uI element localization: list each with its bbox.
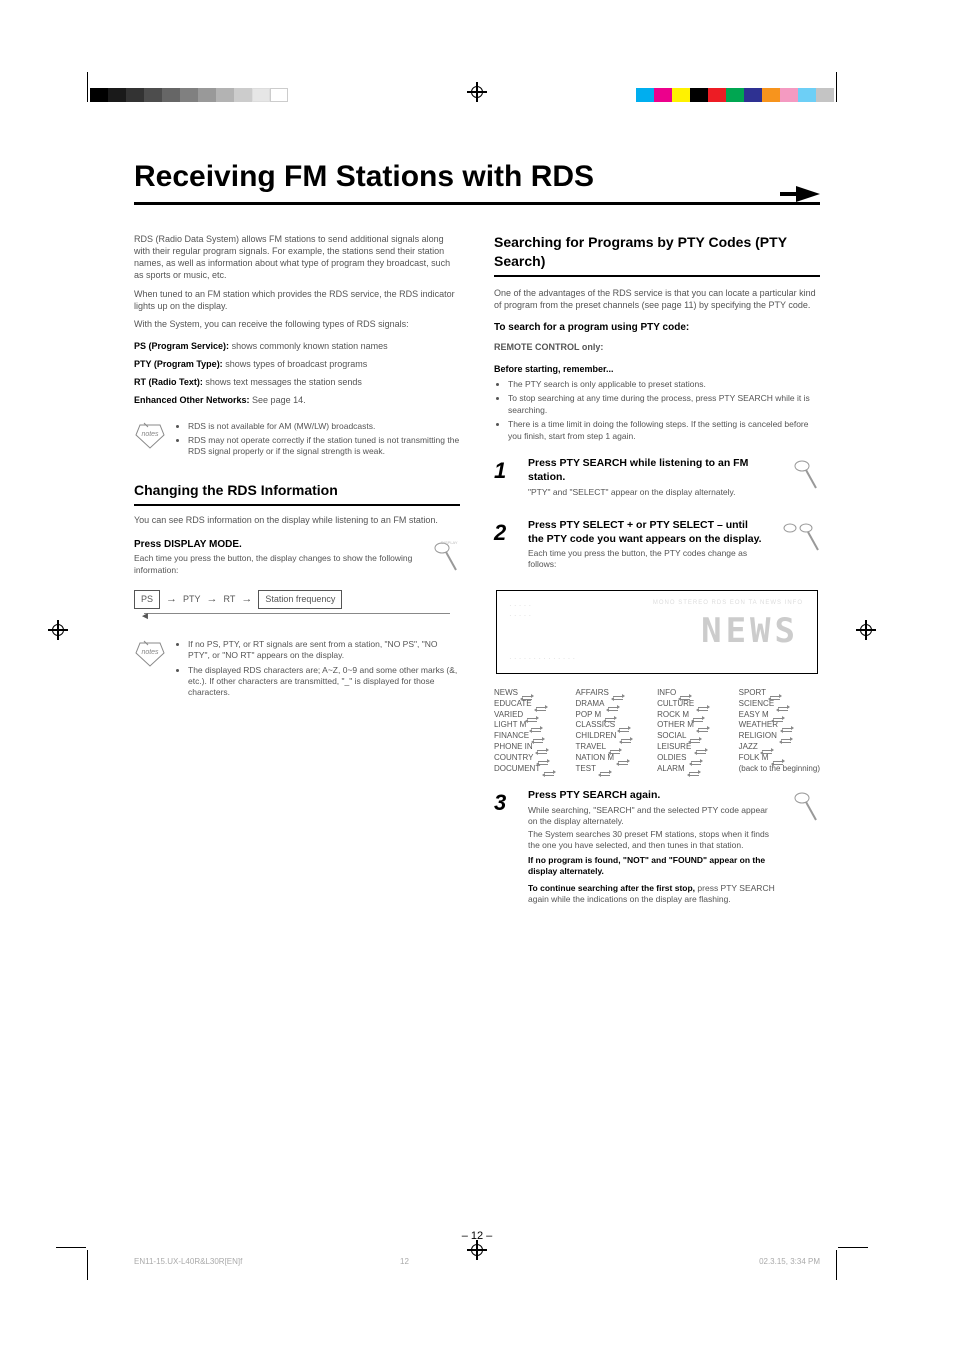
section-rule — [494, 275, 820, 277]
step-number: 3 — [494, 788, 514, 818]
step-text: Press PTY SEARCH again. — [528, 788, 776, 802]
step-number: 1 — [494, 456, 514, 486]
step-subtext: "PTY" and "SELECT" appear on the display… — [528, 487, 776, 498]
rds-desc: shows commonly known station names — [232, 341, 388, 351]
pty-code-list: NEWS AFFAIRS INFO SPORT EDUCATE DRAMA CU… — [494, 688, 820, 774]
lcd-dots: · · · · ·· · · · · — [509, 601, 531, 620]
rds-desc: See page 14. — [252, 395, 306, 405]
step-subtext: Each time you press the button, the PTY … — [528, 548, 766, 570]
step-3: 3 Press PTY SEARCH again. While searchin… — [494, 788, 820, 905]
pty-code-item: SCIENCE — [739, 699, 820, 710]
page-title: Receiving FM Stations with RDS — [134, 160, 820, 194]
pty-code-item: WEATHER — [739, 720, 820, 731]
remote-button-icon — [790, 456, 820, 492]
section-rule — [134, 504, 460, 506]
pty-code-item: CHILDREN — [576, 731, 650, 742]
pty-code-item: DOCUMENT — [494, 764, 568, 775]
list-lead: With the System, you can receive the fol… — [134, 318, 460, 330]
rds-desc: shows text messages the station sends — [205, 377, 362, 387]
remote-button-icon — [790, 788, 820, 824]
right-column: Searching for Programs by PTY Codes (PTY… — [494, 233, 820, 925]
after-h2-text: You can see RDS information on the displ… — [134, 514, 460, 526]
pty-code-item: NEWS — [494, 688, 568, 699]
step-subtext: While searching, "SEARCH" and the select… — [528, 805, 776, 827]
pty-code-item: FOLK M — [739, 753, 820, 764]
flow-item: PS — [134, 590, 160, 608]
grayscale-bar — [90, 88, 288, 102]
pty-code-item: CULTURE — [657, 699, 731, 710]
flow-diagram: PS → PTY → RT → Station frequency — [134, 590, 460, 608]
pty-code-item: COUNTRY — [494, 753, 568, 764]
pty-code-item: TRAVEL — [576, 742, 650, 753]
flow-item: RT — [224, 593, 236, 605]
pty-code-item: TEST — [576, 764, 650, 775]
rds-label: PS (Program Service): — [134, 341, 229, 351]
remember-item: There is a time limit in doing the follo… — [508, 419, 820, 442]
svg-text:notes: notes — [141, 649, 159, 656]
footer-date: 02.3.15, 3:34 PM — [759, 1257, 820, 1266]
notes-icon: notes — [134, 421, 166, 449]
pty-code-item: AFFAIRS — [576, 688, 650, 699]
continue-label: To continue searching after the first st… — [528, 883, 695, 893]
pty-code-item: LEISURE — [657, 742, 731, 753]
section-heading: Searching for Programs by PTY Codes (PTY… — [494, 233, 820, 271]
pty-code-item: CLASSICS — [576, 720, 650, 731]
notes-icon: notes — [134, 639, 166, 667]
pty-code-item: INFO — [657, 688, 731, 699]
step-text: Press PTY SEARCH while listening to an F… — [528, 456, 776, 484]
left-column: RDS (Radio Data System) allows FM statio… — [134, 233, 460, 925]
step-subtext: The System searches 30 preset FM station… — [528, 829, 776, 851]
remember-item: The PTY search is only applicable to pre… — [508, 379, 820, 390]
title-rule — [134, 202, 820, 205]
intro-text-2: When tuned to an FM station which provid… — [134, 288, 460, 312]
pty-code-item: VARIED — [494, 710, 568, 721]
step-subtext: If no program is found, "NOT" and "FOUND… — [528, 855, 765, 876]
press-sub: Each time you press the button, the disp… — [134, 553, 420, 576]
flow-item: Station frequency — [258, 590, 342, 608]
remote-button-icon — [780, 518, 820, 554]
pty-code-item: SPORT — [739, 688, 820, 699]
flow-item: PTY — [183, 593, 201, 605]
note-item: RDS is not available for AM (MW/LW) broa… — [188, 421, 460, 432]
section-heading: Changing the RDS Information — [134, 481, 460, 500]
remote-button-icon: DISPLAY — [430, 538, 460, 574]
right-intro: One of the advantages of the RDS service… — [494, 287, 820, 311]
note-item: If no PS, PTY, or RT signals are sent fr… — [188, 639, 460, 662]
rds-label: RT (Radio Text): — [134, 377, 203, 387]
svg-text:notes: notes — [141, 431, 159, 438]
remember-item: To stop searching at any time during the… — [508, 393, 820, 416]
rds-desc: shows types of broadcast programs — [225, 359, 367, 369]
footer-page: 12 — [400, 1257, 409, 1266]
pty-code-item: SOCIAL — [657, 731, 731, 742]
note-item: RDS may not operate correctly if the sta… — [188, 435, 460, 458]
step-2: 2 Press PTY SELECT + or PTY SELECT – unt… — [494, 518, 820, 570]
pty-code-item: ALARM — [657, 764, 731, 775]
lcd-top-labels: MONO STEREO RDS EON TA NEWS INFO — [653, 599, 803, 607]
svg-text:DISPLAY: DISPLAY — [441, 540, 458, 545]
footer-filename: EN11-15.UX-L40R&L30R[EN]f — [134, 1257, 242, 1266]
step-number: 2 — [494, 518, 514, 548]
pty-code-item: (back to the beginning) — [739, 764, 820, 775]
note-item: The displayed RDS characters are; A~Z, 0… — [188, 665, 460, 699]
lcd-dots: · · · · · · · · · · · · · · — [509, 654, 575, 665]
rds-signal-list: PS (Program Service): shows commonly kno… — [134, 340, 460, 407]
lead-text: To search for a program using PTY code: — [494, 321, 820, 335]
lcd-text: NEWS — [701, 609, 799, 655]
step-text: Press PTY SELECT + or PTY SELECT – until… — [528, 518, 766, 546]
rds-label: Enhanced Other Networks: — [134, 395, 250, 405]
pty-code-item: NATION M — [576, 753, 650, 764]
step-1: 1 Press PTY SEARCH while listening to an… — [494, 456, 820, 497]
pty-code-item: ROCK M — [657, 710, 731, 721]
rds-label: PTY (Program Type): — [134, 359, 223, 369]
remote-only-label: REMOTE CONTROL only: — [494, 341, 820, 353]
pty-code-item: POP M — [576, 710, 650, 721]
color-bar — [636, 88, 834, 102]
lcd-display: MONO STEREO RDS EON TA NEWS INFO · · · ·… — [496, 590, 818, 674]
remember-lead: Before starting, remember... — [494, 363, 820, 375]
press-instruction: Press DISPLAY MODE. — [134, 538, 420, 552]
pty-code-item: EDUCATE — [494, 699, 568, 710]
intro-text: RDS (Radio Data System) allows FM statio… — [134, 233, 460, 282]
page-number: – 12 – — [134, 1230, 820, 1242]
pty-code-item: LIGHT M — [494, 720, 568, 731]
